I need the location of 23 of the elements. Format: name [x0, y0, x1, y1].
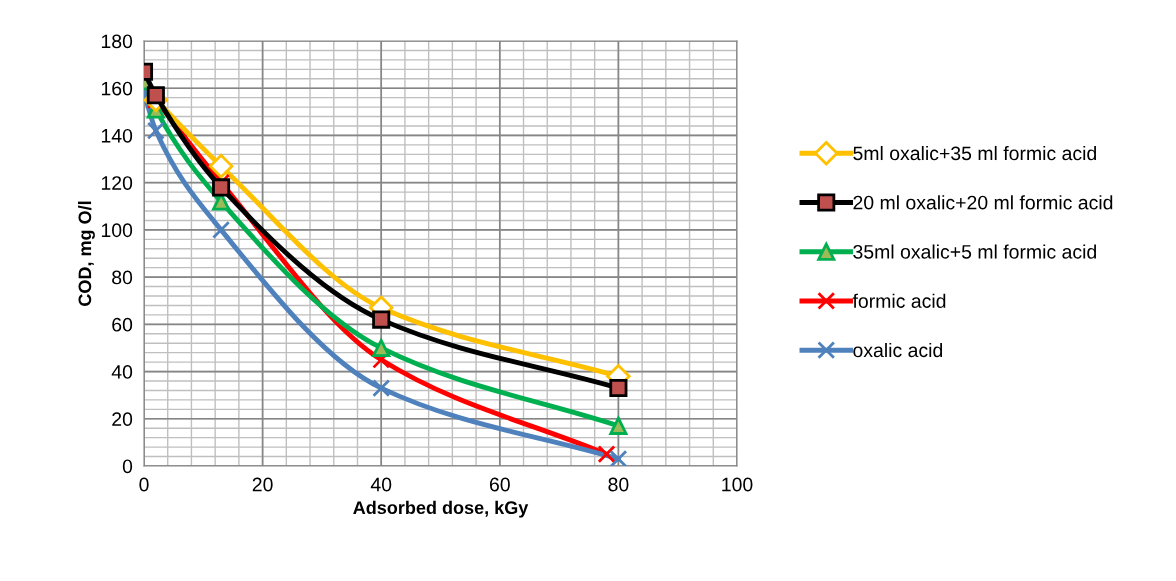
- legend-label: 5ml oxalic+35 ml formic acid: [853, 145, 1096, 161]
- y-tick-label: 100: [101, 223, 133, 238]
- y-tick-label: 0: [122, 459, 133, 474]
- legend-label: formic acid: [852, 293, 946, 308]
- x-tick-label: 40: [370, 477, 392, 492]
- y-tick-label: 20: [112, 412, 133, 427]
- x-tick-label: 100: [722, 477, 753, 492]
- y-tick-label: 40: [111, 365, 133, 379]
- legend-label: 35ml oxalic+5 ml formic acid: [853, 244, 1096, 259]
- y-tick-label: 60: [112, 317, 133, 332]
- legend-label: 20 ml oxalic+20 ml formic acid: [853, 195, 1113, 210]
- x-tick-label: 80: [608, 477, 629, 492]
- y-tick-label: 140: [101, 128, 133, 143]
- x-tick-label: 20: [252, 477, 273, 492]
- x-tick-label: 60: [489, 477, 510, 492]
- y-tick-label: 180: [101, 34, 133, 49]
- x-axis-title: Adsorbed dose, kGy: [353, 500, 529, 518]
- x-tick-label: 0: [139, 477, 149, 492]
- legend-label: oxalic acid: [853, 342, 943, 358]
- y-tick-label: 160: [101, 81, 133, 96]
- y-tick-label: 120: [101, 176, 133, 190]
- y-axis-title: COD, mg O/l: [77, 201, 95, 306]
- y-tick-label: 80: [112, 270, 133, 285]
